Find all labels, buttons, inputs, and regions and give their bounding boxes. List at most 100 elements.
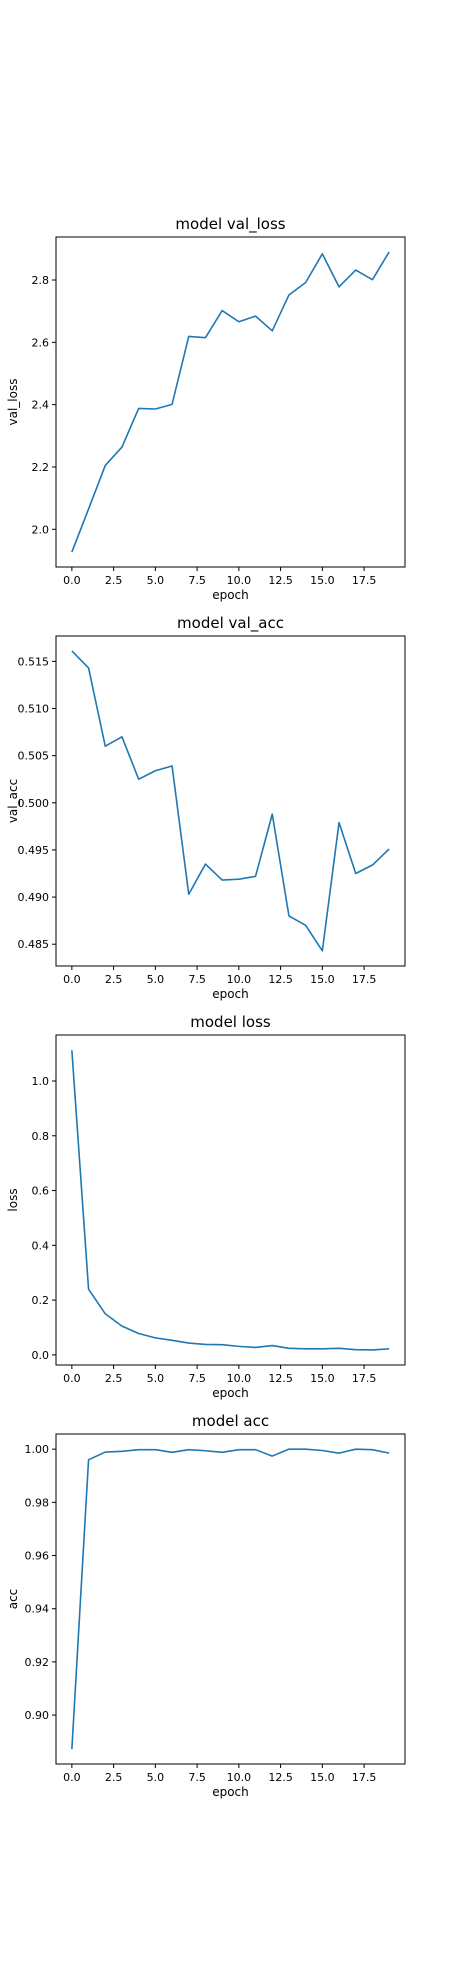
- data-point: [288, 915, 290, 917]
- data-point: [238, 1449, 240, 1451]
- data-point: [138, 1333, 140, 1335]
- y-tick-label: 1.0: [32, 1075, 50, 1088]
- data-point: [321, 1348, 323, 1350]
- y-tick-label: 0.8: [32, 1130, 50, 1143]
- x-tick-label: 0.0: [63, 574, 81, 587]
- y-tick-label: 0.515: [18, 655, 50, 668]
- data-point: [255, 875, 257, 877]
- x-tick-label: 17.5: [352, 1372, 377, 1385]
- data-point: [121, 1325, 123, 1327]
- y-tick-label: 0.500: [18, 797, 50, 810]
- data-point: [188, 893, 190, 895]
- chart-panel-4: model acc 0.0 2.5 5.0 7.5 10.0 12.5 15.0 17.5 0.9…: [6, 1412, 406, 1799]
- chart-panel-3: model loss 0.0 2.5 5.0 7.5 10.0 12.5 15.0 17.5 0.…: [6, 1013, 406, 1400]
- plot-area-frame: [55, 236, 406, 568]
- y-axis-label: val_acc: [6, 779, 20, 823]
- data-point: [371, 1349, 373, 1351]
- chart-panel-1: model val_loss 0.0 2.5 5.0 7.5 10.0 12.5 15.0 17…: [6, 215, 406, 602]
- y-tick-label: 2.2: [32, 461, 50, 474]
- data-point: [88, 1288, 90, 1290]
- series-line: [71, 251, 390, 553]
- x-tick-label: 12.5: [268, 1771, 293, 1784]
- data-point: [188, 1449, 190, 1451]
- data-point: [338, 822, 340, 824]
- y-tick-label: 0.96: [25, 1550, 50, 1563]
- x-tick-label: 5.0: [147, 973, 165, 986]
- data-point: [355, 873, 357, 875]
- data-point: [255, 1346, 257, 1348]
- data-point: [255, 1449, 257, 1451]
- x-tick-label: 15.0: [310, 574, 335, 587]
- y-tick-label: 0.485: [18, 938, 50, 951]
- data-point: [305, 1348, 307, 1350]
- x-tick-label: 7.5: [188, 574, 206, 587]
- data-point: [355, 1448, 357, 1450]
- data-point: [104, 1313, 106, 1315]
- x-tick-label: 10.0: [227, 1771, 252, 1784]
- y-tick-label: 0.495: [18, 844, 50, 857]
- y-tick-label: 1.00: [25, 1443, 50, 1456]
- data-point: [288, 294, 290, 296]
- x-tick-label: 5.0: [147, 574, 165, 587]
- y-tick-label: 0.510: [18, 703, 50, 716]
- data-point: [221, 1344, 223, 1346]
- chart-panel-2: model val_acc 0.0 2.5 5.0 7.5 10.0 12.5 15.0 17.…: [6, 614, 406, 1001]
- data-point: [221, 310, 223, 312]
- data-point: [121, 736, 123, 738]
- data-point: [88, 508, 90, 510]
- data-point: [255, 315, 257, 317]
- data-point: [271, 330, 273, 332]
- data-point: [188, 1342, 190, 1344]
- data-point: [271, 1455, 273, 1457]
- y-axis-label: loss: [6, 1188, 20, 1211]
- x-tick-label: 12.5: [268, 574, 293, 587]
- y-tick-label: 0.98: [25, 1496, 50, 1509]
- y-tick-label: 0.490: [18, 891, 50, 904]
- data-point: [388, 1452, 390, 1454]
- data-point: [371, 864, 373, 866]
- x-tick-label: 15.0: [310, 1771, 335, 1784]
- data-point: [154, 1449, 156, 1451]
- data-point: [88, 1459, 90, 1461]
- data-point: [204, 863, 206, 865]
- x-tick-label: 7.5: [188, 1372, 206, 1385]
- data-point: [288, 1347, 290, 1349]
- y-tick-label: 0.505: [18, 750, 50, 763]
- y-tick-label: 0.0: [32, 1349, 50, 1362]
- data-point: [305, 281, 307, 283]
- y-tick-label: 0.90: [25, 1709, 50, 1722]
- plot-area-frame: [55, 1433, 406, 1765]
- y-tick-label: 0.4: [32, 1239, 50, 1252]
- x-tick-label: 10.0: [227, 574, 252, 587]
- y-tick-label: 2.6: [32, 336, 50, 349]
- x-tick-label: 5.0: [147, 1372, 165, 1385]
- y-tick-label: 2.8: [32, 274, 50, 287]
- data-point: [388, 251, 390, 253]
- x-tick-label: 17.5: [352, 973, 377, 986]
- data-point: [288, 1448, 290, 1450]
- data-point: [355, 269, 357, 271]
- data-point: [388, 1348, 390, 1350]
- x-tick-label: 2.5: [105, 973, 123, 986]
- x-tick-label: 0.0: [63, 1771, 81, 1784]
- series-line: [71, 1448, 390, 1750]
- data-point: [121, 446, 123, 448]
- data-point: [355, 1349, 357, 1351]
- data-point: [138, 778, 140, 780]
- x-tick-label: 17.5: [352, 1771, 377, 1784]
- data-point: [104, 745, 106, 747]
- data-point: [238, 321, 240, 323]
- data-point: [271, 813, 273, 815]
- x-tick-label: 15.0: [310, 973, 335, 986]
- data-point: [104, 464, 106, 466]
- x-tick-label: 15.0: [310, 1372, 335, 1385]
- y-axis-label: val_loss: [6, 379, 20, 426]
- data-point: [388, 848, 390, 850]
- x-tick-label: 10.0: [227, 973, 252, 986]
- chart-title: model val_acc: [177, 614, 284, 633]
- y-tick-label: 2.0: [32, 523, 50, 536]
- y-tick-label: 0.94: [25, 1603, 50, 1616]
- chart-title: model loss: [190, 1013, 271, 1031]
